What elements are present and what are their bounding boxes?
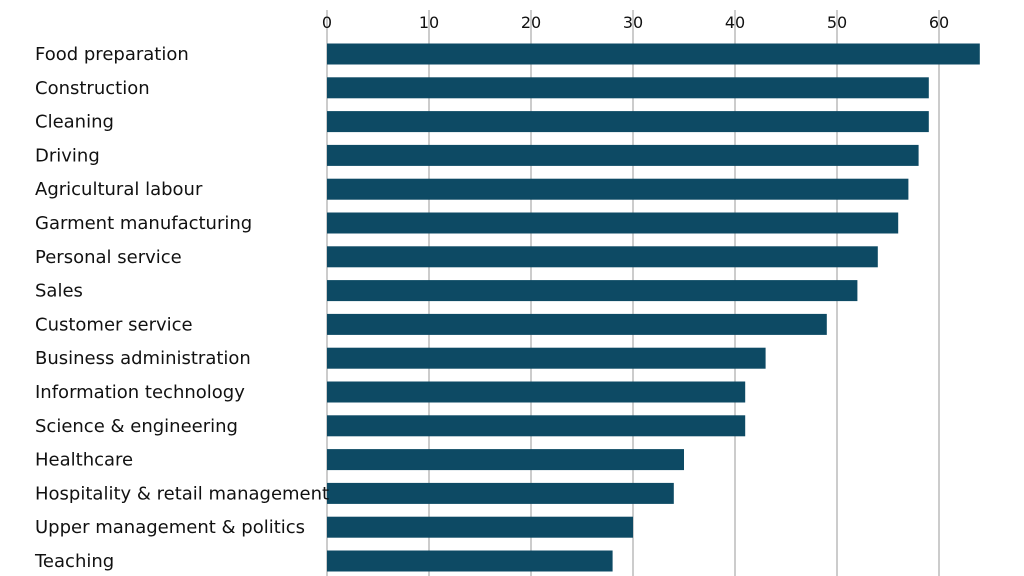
bar <box>327 111 929 133</box>
bar <box>327 347 766 369</box>
bar <box>327 516 633 538</box>
bar <box>327 313 827 335</box>
tick-labels: 0 10 20 30 40 50 60 <box>322 13 949 32</box>
x-tick-label: 10 <box>419 13 439 32</box>
bars <box>327 43 980 572</box>
bar <box>327 550 613 572</box>
x-tick-label: 60 <box>929 13 949 32</box>
category-label: Upper management & politics <box>35 517 305 538</box>
x-tick-label: 0 <box>322 13 332 32</box>
category-label: Teaching <box>34 551 114 572</box>
x-tick-label: 50 <box>827 13 847 32</box>
bar <box>327 449 684 471</box>
bar <box>327 415 746 437</box>
bar <box>327 381 746 403</box>
category-label: Hospitality & retail management <box>35 483 329 504</box>
category-label: Information technology <box>35 382 245 403</box>
bar <box>327 246 878 268</box>
category-label: Customer service <box>35 314 193 335</box>
x-tick-label: 40 <box>725 13 745 32</box>
category-label: Personal service <box>35 247 182 268</box>
bar <box>327 482 674 504</box>
category-label: Cleaning <box>35 112 114 133</box>
bar <box>327 178 909 200</box>
category-label: Food preparation <box>35 44 189 65</box>
category-label: Business administration <box>35 348 251 369</box>
bar <box>327 43 980 65</box>
x-tick-label: 20 <box>521 13 541 32</box>
bar <box>327 144 919 166</box>
category-label: Science & engineering <box>35 416 238 437</box>
bar <box>327 212 899 234</box>
x-tick-label: 30 <box>623 13 643 32</box>
category-label: Healthcare <box>35 450 133 471</box>
bar <box>327 77 929 99</box>
category-label: Agricultural labour <box>35 179 203 200</box>
bar <box>327 280 858 302</box>
category-label: Driving <box>35 145 100 166</box>
category-label: Sales <box>35 281 83 302</box>
category-label: Construction <box>35 78 150 99</box>
category-label: Garment manufacturing <box>35 213 252 234</box>
category-labels: Food preparation Construction Cleaning Driv… <box>34 44 329 572</box>
